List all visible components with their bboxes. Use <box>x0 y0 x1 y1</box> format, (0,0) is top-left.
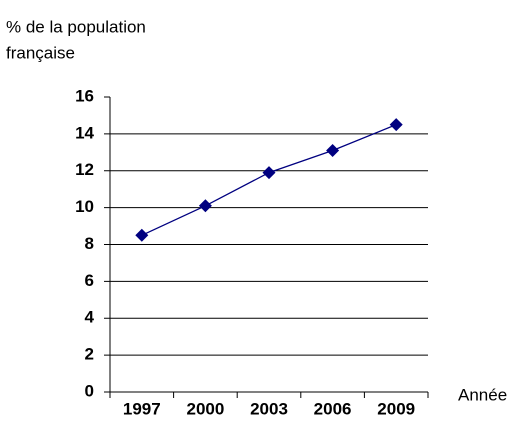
data-point <box>135 228 149 242</box>
x-tick-label: 2000 <box>186 399 224 418</box>
data-point <box>389 118 403 132</box>
data-point <box>262 166 276 180</box>
y-tick-label: 0 <box>85 381 94 400</box>
data-point <box>326 143 340 157</box>
y-tick-label: 6 <box>85 271 94 290</box>
x-tick-label: 2006 <box>314 399 352 418</box>
data-point <box>198 199 212 213</box>
y-tick-label: 14 <box>75 123 94 142</box>
y-tick-label: 8 <box>85 234 94 253</box>
x-axis-title: Année <box>458 385 507 404</box>
series-line <box>141 124 397 236</box>
x-tick-label: 1997 <box>123 399 161 418</box>
y-tick-label: 10 <box>75 197 94 216</box>
x-tick-label: 2009 <box>377 399 415 418</box>
y-axis-title: française <box>6 43 75 62</box>
y-tick-label: 12 <box>75 160 94 179</box>
y-tick-label: 2 <box>85 345 94 364</box>
y-tick-label: 4 <box>85 308 95 327</box>
y-tick-label: 16 <box>75 86 94 105</box>
x-tick-label: 2003 <box>250 399 288 418</box>
y-axis-title: % de la population <box>6 17 146 36</box>
